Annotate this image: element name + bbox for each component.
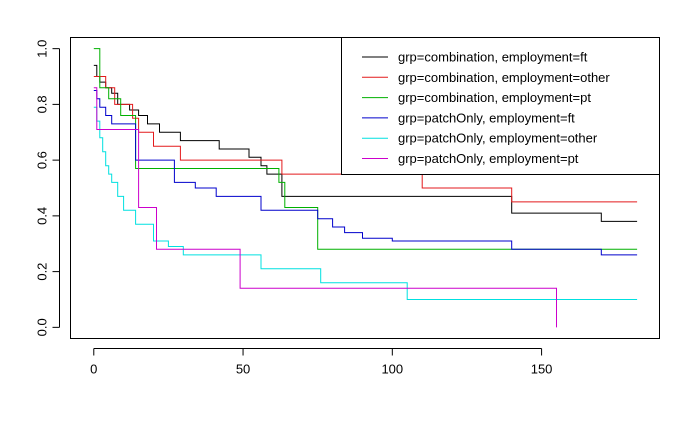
legend-label: grp=combination, employment=pt xyxy=(398,90,591,105)
series-line-1 xyxy=(93,76,638,203)
y-tick-label: 0.6 xyxy=(35,151,50,169)
legend-box xyxy=(341,37,660,175)
y-tick-label: 0.8 xyxy=(35,95,50,113)
legend-label: grp=combination, employment=other xyxy=(398,70,610,85)
x-axis: 0 50 100 150 xyxy=(90,348,553,377)
y-axis: 0.0 0.2 0.4 0.6 0.8 1.0 xyxy=(35,40,60,336)
legend-label: grp=patchOnly, employment=other xyxy=(398,131,598,146)
series-layer xyxy=(93,48,638,328)
x-tick-label: 0 xyxy=(90,362,97,377)
series-line-3 xyxy=(93,90,638,256)
x-tick-label: 100 xyxy=(381,362,403,377)
y-tick-label: 1.0 xyxy=(35,40,50,58)
y-tick-label: 0.2 xyxy=(35,263,50,281)
legend-label: grp=patchOnly, employment=ft xyxy=(398,110,575,125)
series-line-5 xyxy=(93,87,557,328)
legend: grp=combination, employment=ft grp=combin… xyxy=(341,37,660,175)
y-tick-label: 0.0 xyxy=(35,318,50,336)
x-tick-label: 50 xyxy=(236,362,250,377)
x-tick-label: 150 xyxy=(531,362,553,377)
series-line-4 xyxy=(93,106,638,300)
legend-label: grp=combination, employment=ft xyxy=(398,50,588,65)
y-tick-label: 0.4 xyxy=(35,207,50,225)
legend-label: grp=patchOnly, employment=pt xyxy=(398,151,579,166)
